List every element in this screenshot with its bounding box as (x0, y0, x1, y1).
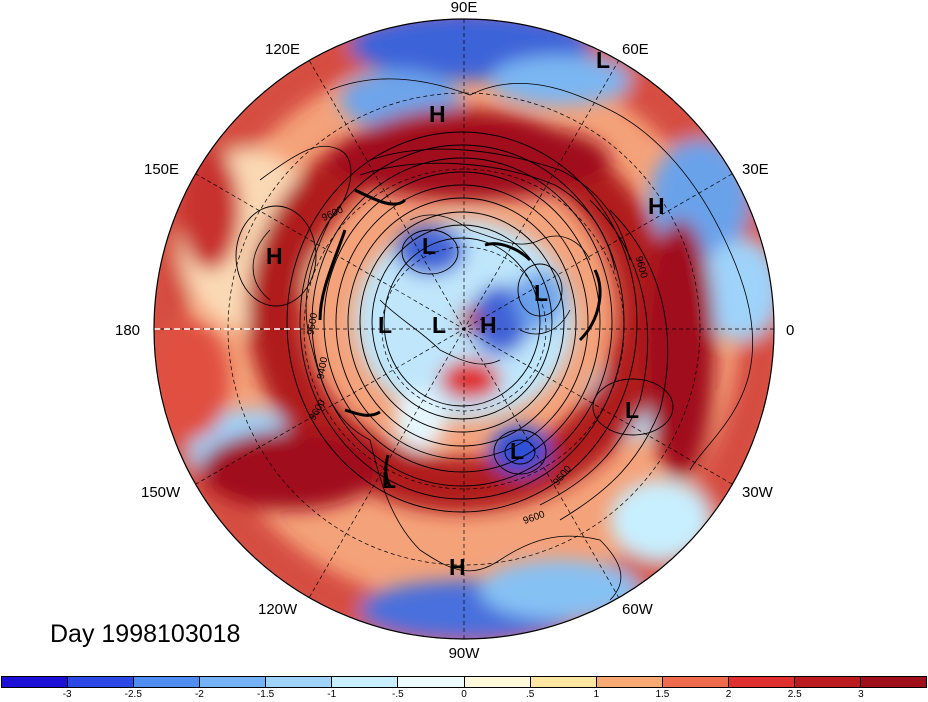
colorbar-tick-label: 2 (725, 689, 732, 700)
height-contours (235, 131, 674, 521)
thick-contours (318, 188, 602, 487)
colorbar-segment (332, 677, 399, 687)
longitude-label-60e: 60E (622, 41, 649, 58)
high-pressure-label: H (266, 243, 283, 269)
colorbar-tick-label: -3 (62, 689, 72, 700)
colorbar-tick-label: -2.5 (124, 689, 142, 700)
high-pressure-label: H (480, 312, 497, 338)
colorbar-tick-label: .5 (525, 689, 535, 700)
colorbar-tick-label: -2 (194, 689, 204, 700)
pressure-system-labels: H L H H L L L L H L L L H (266, 47, 665, 580)
high-pressure-label: H (449, 554, 466, 580)
low-pressure-label: L (510, 438, 524, 464)
high-pressure-label: H (648, 193, 665, 219)
longitude-label-0: 0 (786, 322, 794, 339)
colorbar-segment (134, 677, 201, 687)
longitude-labels: 90E 60E 30E 0 30W 60W 90W 120W 150W 180 … (115, 0, 794, 662)
colorbar-segment (266, 677, 333, 687)
longitude-label-150e: 150E (144, 161, 179, 178)
contour-label: 9400 (316, 356, 331, 380)
longitude-label-120e: 120E (265, 41, 300, 58)
high-pressure-label: H (429, 101, 446, 127)
colorbar-tick-label: 0 (461, 689, 467, 700)
colorbar-labels: -3 -2.5 -2 -1.5 -1 -.5 0 .5 1 1.5 2 2.5 3 (1, 689, 927, 702)
longitude-label-90e: 90E (451, 0, 478, 16)
longitude-label-30e: 30E (742, 161, 769, 178)
longitude-label-30w: 30W (742, 484, 774, 501)
colorbar-segment (464, 677, 531, 687)
low-pressure-label: L (382, 467, 396, 493)
colorbar-segment (2, 677, 69, 687)
low-pressure-label: L (534, 280, 548, 306)
colorbar-segment (596, 677, 663, 687)
colorbar (1, 676, 927, 688)
colorbar-segment (398, 677, 465, 687)
longitude-label-180: 180 (115, 322, 140, 339)
colorbar-tick-label: 1 (593, 689, 600, 700)
low-pressure-label: L (596, 47, 610, 73)
low-pressure-label: L (625, 397, 639, 423)
colorbar-tick-label: -1.5 (256, 689, 275, 700)
low-pressure-label: L (432, 312, 446, 338)
contour-label: 9500 (306, 312, 321, 336)
colorbar-segment (662, 677, 729, 687)
colorbar-segment (861, 677, 927, 687)
colorbar-tick-label: 2.5 (787, 689, 802, 700)
colorbar-segment (68, 677, 135, 687)
anomaly-field (154, 19, 774, 639)
colorbar-tick-label: -.5 (392, 689, 404, 700)
colorbar-segment (530, 677, 597, 687)
colorbar-tick-label: 3 (858, 689, 864, 700)
colorbar-segment (728, 677, 795, 687)
day-title: Day 1998103018 (50, 620, 241, 648)
colorbar-segment (200, 677, 267, 687)
map-boundary (153, 18, 775, 640)
colorbar-tick-label: 1.5 (655, 689, 670, 700)
longitude-label-120w: 120W (258, 601, 298, 618)
longitude-label-150w: 150W (141, 484, 181, 501)
colorbar-segment (794, 677, 862, 687)
low-pressure-label: L (378, 312, 392, 338)
longitude-label-90w: 90W (449, 645, 481, 662)
low-pressure-label: L (422, 233, 436, 259)
graticule (154, 19, 774, 639)
longitude-label-60w: 60W (622, 601, 654, 618)
colorbar-tick-label: -1 (327, 689, 337, 700)
